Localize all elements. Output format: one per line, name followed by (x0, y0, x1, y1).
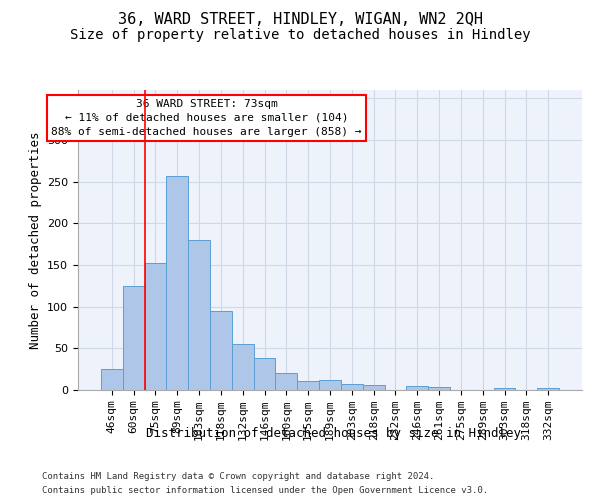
Bar (275, 374, 297, 390)
Y-axis label: Number of detached properties: Number of detached properties (29, 131, 41, 349)
Bar (341, 384, 363, 390)
Text: 36, WARD STREET, HINDLEY, WIGAN, WN2 2QH: 36, WARD STREET, HINDLEY, WIGAN, WN2 2QH (118, 12, 482, 28)
Bar (319, 380, 341, 390)
Bar (537, 388, 559, 390)
Bar (428, 386, 450, 390)
Bar (363, 385, 385, 390)
Bar (145, 262, 166, 390)
Bar (123, 286, 145, 390)
Text: Contains public sector information licensed under the Open Government Licence v3: Contains public sector information licen… (42, 486, 488, 495)
Text: 36 WARD STREET: 73sqm
← 11% of detached houses are smaller (104)
88% of semi-det: 36 WARD STREET: 73sqm ← 11% of detached … (51, 99, 362, 137)
Bar (494, 388, 515, 390)
Bar (297, 381, 319, 390)
Bar (210, 311, 232, 390)
Bar (254, 358, 275, 390)
Text: Size of property relative to detached houses in Hindley: Size of property relative to detached ho… (70, 28, 530, 42)
Bar (101, 369, 123, 390)
Bar (232, 344, 254, 390)
Bar (406, 386, 428, 390)
Text: Contains HM Land Registry data © Crown copyright and database right 2024.: Contains HM Land Registry data © Crown c… (42, 472, 434, 481)
Bar (188, 240, 210, 390)
Text: Distribution of detached houses by size in Hindley: Distribution of detached houses by size … (146, 428, 521, 440)
Bar (166, 176, 188, 390)
